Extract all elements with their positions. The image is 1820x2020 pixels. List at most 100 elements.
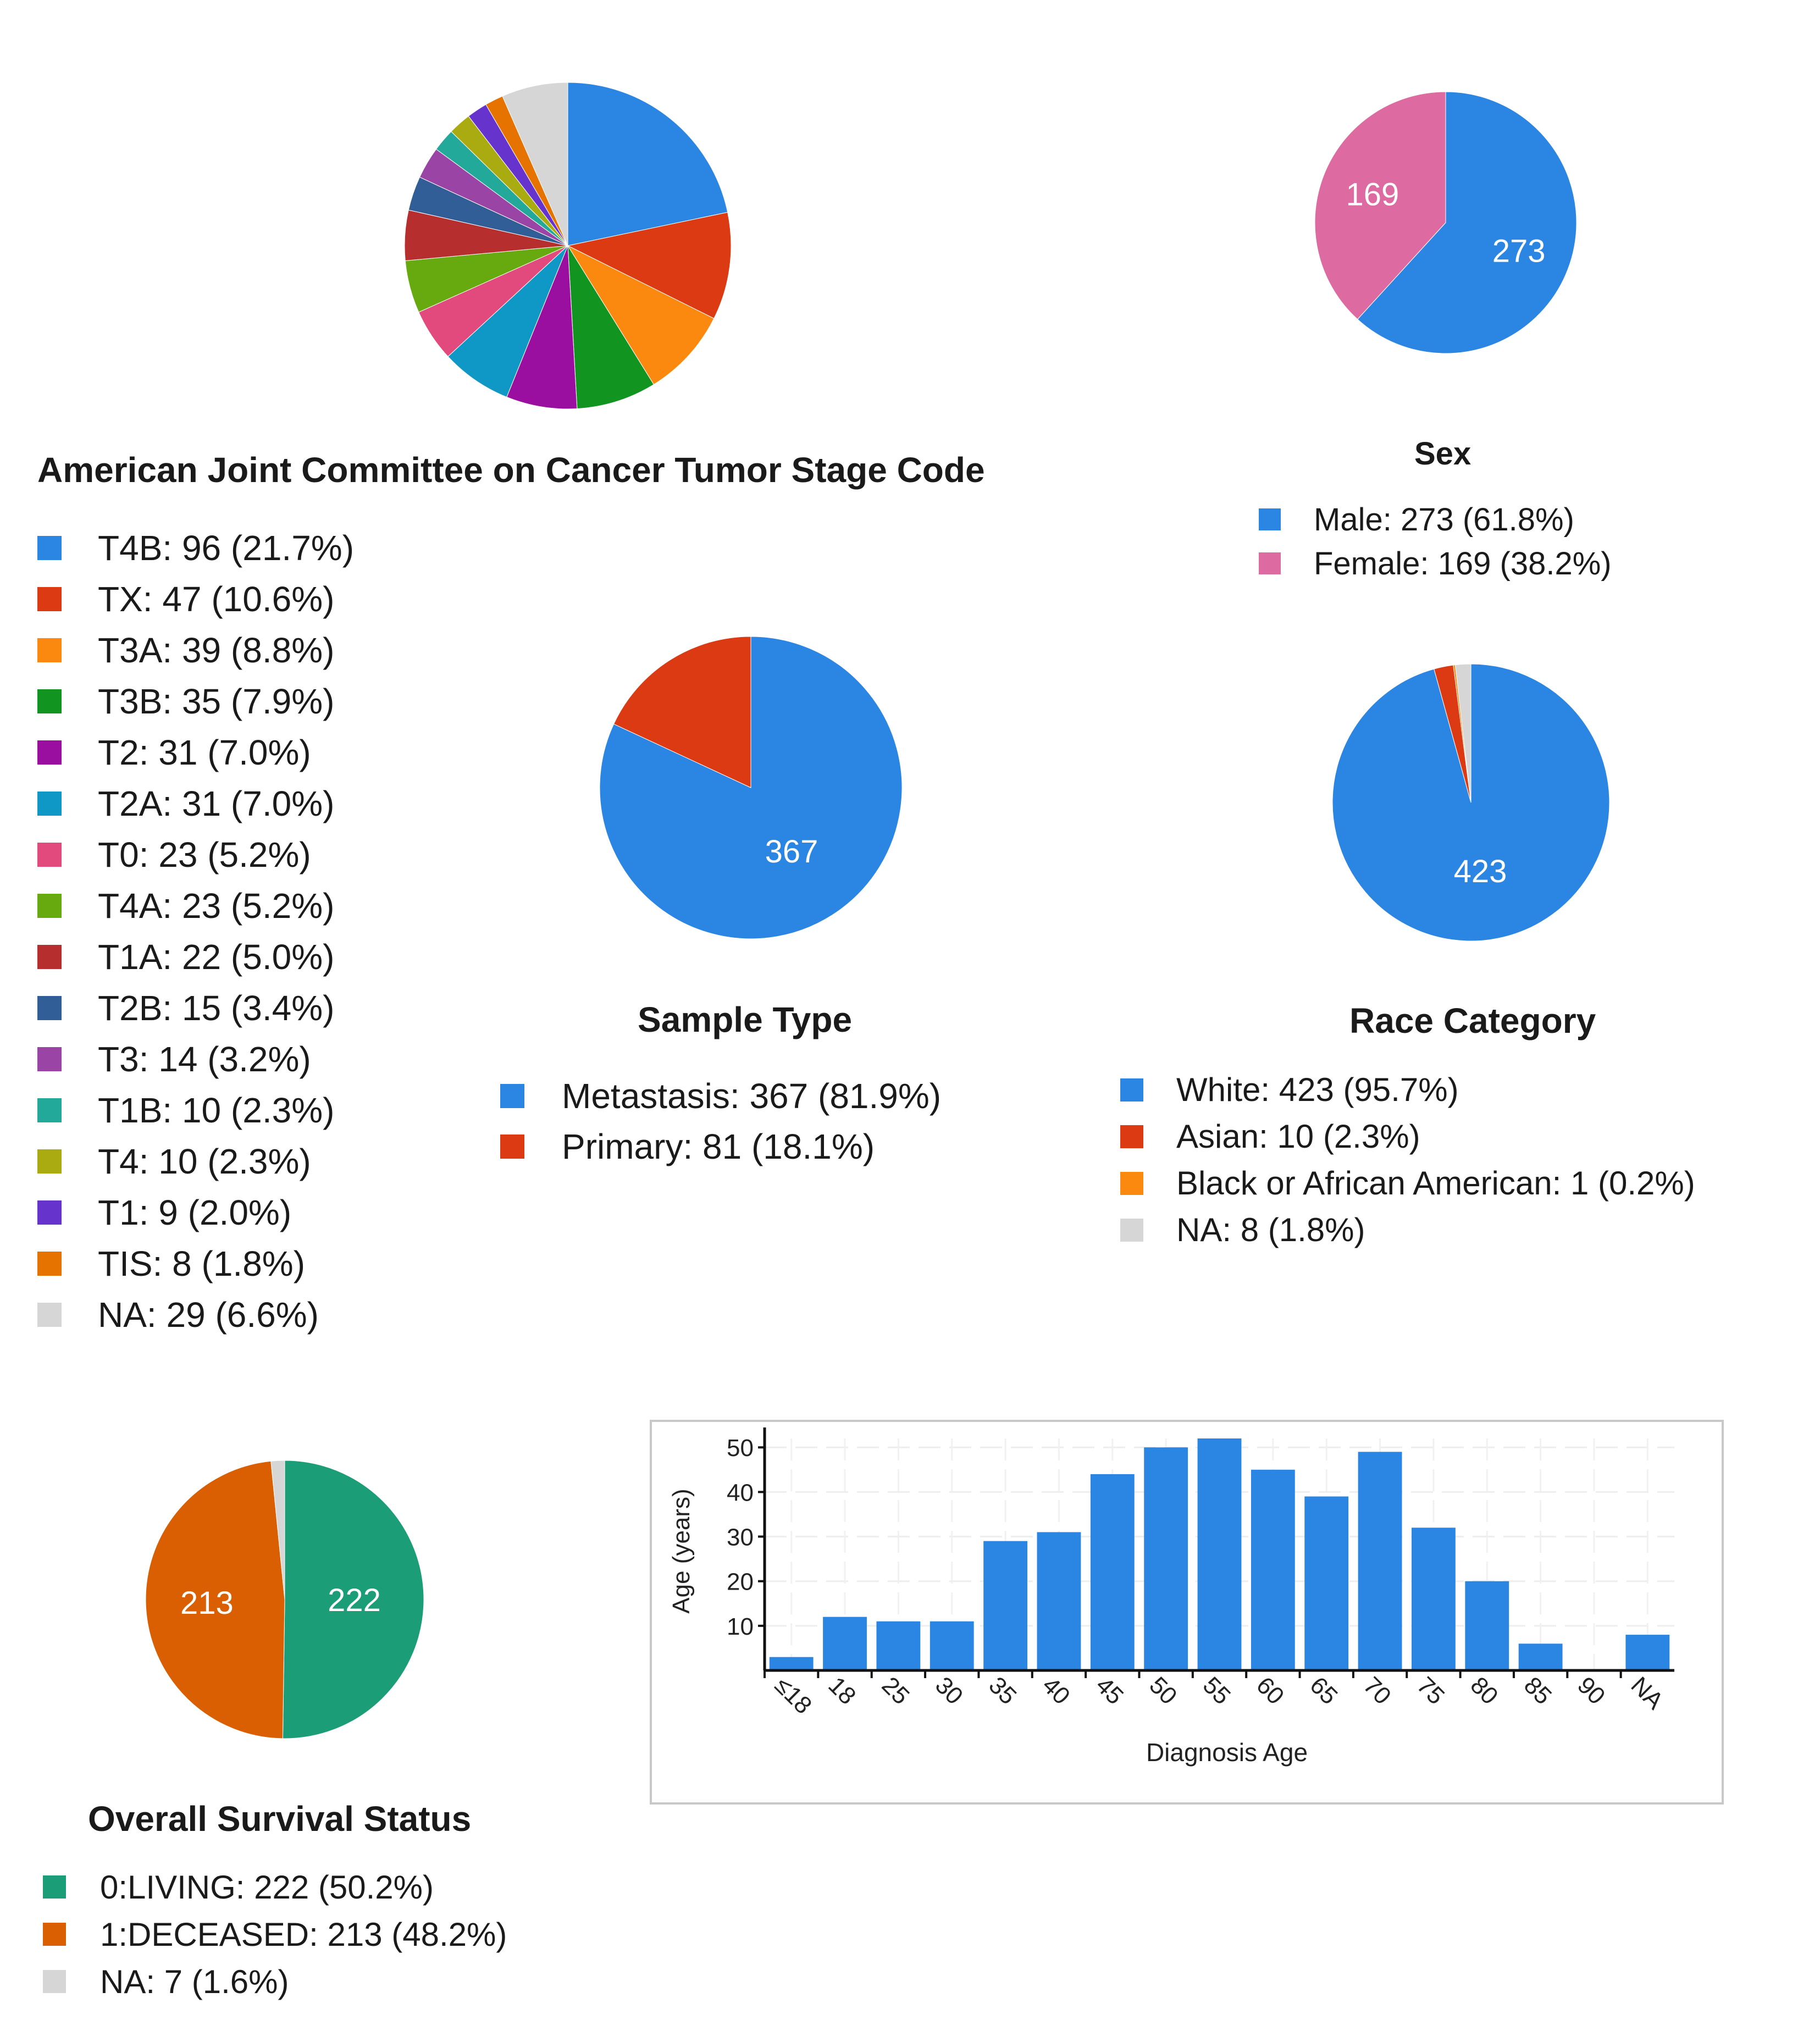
bar-50[interactable] bbox=[1144, 1447, 1188, 1670]
race-pie: 423 bbox=[1332, 663, 1610, 942]
legend-label: T4A: 23 (5.2%) bbox=[98, 886, 335, 926]
pie-slice-tumor_stage-4[interactable] bbox=[506, 245, 578, 409]
y-tick-label-2: 30 bbox=[727, 1524, 754, 1551]
legend-item-tumor_stage-11[interactable]: T1B: 10 (2.3%) bbox=[37, 1084, 354, 1136]
x-tick-label-9: 60 bbox=[1251, 1672, 1289, 1709]
x-tick-label-15: 90 bbox=[1572, 1672, 1610, 1709]
pie-slice-sample_type-1[interactable] bbox=[613, 636, 751, 788]
legend-item-tumor_stage-6[interactable]: T0: 23 (5.2%) bbox=[37, 829, 354, 880]
legend-swatch bbox=[37, 893, 62, 918]
legend-item-sample_type-1[interactable]: Primary: 81 (18.1%) bbox=[500, 1121, 941, 1172]
legend-item-tumor_stage-1[interactable]: TX: 47 (10.6%) bbox=[37, 573, 354, 624]
y-tick-label-0: 10 bbox=[727, 1613, 754, 1640]
race-title: Race Category bbox=[1349, 1001, 1596, 1041]
pie-slice-survival-2[interactable] bbox=[270, 1460, 285, 1600]
pie-slice-tumor_stage-1[interactable] bbox=[567, 212, 732, 319]
legend-item-sample_type-0[interactable]: Metastasis: 367 (81.9%) bbox=[500, 1071, 941, 1121]
legend-item-race-1[interactable]: Asian: 10 (2.3%) bbox=[1120, 1113, 1695, 1160]
legend-label: NA: 7 (1.6%) bbox=[100, 1963, 289, 2000]
legend-item-race-2[interactable]: Black or African American: 1 (0.2%) bbox=[1120, 1160, 1695, 1207]
bar-40[interactable] bbox=[1037, 1532, 1081, 1670]
pie-slice-sex-1[interactable] bbox=[1314, 91, 1446, 320]
legend-label: T1B: 10 (2.3%) bbox=[98, 1090, 335, 1130]
bar-85[interactable] bbox=[1518, 1643, 1563, 1670]
x-tick-label-8: 55 bbox=[1198, 1672, 1236, 1709]
x-tick-label-2: 25 bbox=[877, 1672, 915, 1709]
legend-swatch bbox=[37, 842, 62, 867]
legend-item-survival-1[interactable]: 1:DECEASED: 213 (48.2%) bbox=[43, 1911, 507, 1958]
legend-label: T3: 14 (3.2%) bbox=[98, 1039, 311, 1079]
bar-30[interactable] bbox=[930, 1621, 974, 1670]
sample-type-title: Sample Type bbox=[638, 1000, 853, 1039]
x-tick-label-0: ≤18 bbox=[770, 1672, 817, 1719]
race-legend: White: 423 (95.7%) Asian: 10 (2.3%) Black … bbox=[1120, 1066, 1695, 1253]
legend-item-tumor_stage-2[interactable]: T3A: 39 (8.8%) bbox=[37, 624, 354, 676]
pie-label-sample_type-0: 367 bbox=[765, 834, 818, 870]
sex-title: Sex bbox=[1414, 436, 1472, 472]
pie-slice-tumor_stage-0[interactable] bbox=[567, 82, 728, 246]
legend-label: Black or African American: 1 (0.2%) bbox=[1176, 1165, 1695, 1202]
legend-swatch bbox=[37, 689, 62, 713]
x-tick-label-3: 30 bbox=[930, 1672, 968, 1709]
legend-label: White: 423 (95.7%) bbox=[1176, 1071, 1459, 1108]
bar-80[interactable] bbox=[1465, 1581, 1509, 1670]
legend-item-survival-0[interactable]: 0:LIVING: 222 (50.2%) bbox=[43, 1863, 507, 1911]
legend-item-tumor_stage-10[interactable]: T3: 14 (3.2%) bbox=[37, 1033, 354, 1084]
legend-item-tumor_stage-5[interactable]: T2A: 31 (7.0%) bbox=[37, 778, 354, 829]
pie-label-sex-0: 273 bbox=[1492, 234, 1546, 269]
legend-item-tumor_stage-12[interactable]: T4: 10 (2.3%) bbox=[37, 1136, 354, 1187]
legend-item-race-3[interactable]: NA: 8 (1.8%) bbox=[1120, 1207, 1695, 1253]
sex-legend: Male: 273 (61.8%) Female: 169 (38.2%) bbox=[1259, 497, 1612, 585]
pie-slice-race-3[interactable] bbox=[1454, 663, 1472, 803]
pie-slice-tumor_stage-2[interactable] bbox=[567, 245, 715, 385]
bar-18[interactable] bbox=[823, 1617, 867, 1670]
legend-label: TX: 47 (10.6%) bbox=[98, 579, 335, 619]
legend-label: T2B: 15 (3.4%) bbox=[98, 988, 335, 1028]
bar-75[interactable] bbox=[1411, 1528, 1456, 1670]
pie-slice-tumor_stage-15[interactable] bbox=[502, 82, 568, 246]
bar-65[interactable] bbox=[1304, 1496, 1349, 1671]
sex-pie: 273 169 bbox=[1314, 91, 1577, 354]
pie-slice-tumor_stage-3[interactable] bbox=[567, 245, 655, 409]
legend-swatch bbox=[1120, 1078, 1143, 1102]
legend-swatch bbox=[37, 638, 62, 662]
legend-swatch bbox=[37, 535, 62, 560]
legend-item-tumor_stage-13[interactable]: T1: 9 (2.0%) bbox=[37, 1187, 354, 1238]
bar-25[interactable] bbox=[876, 1621, 921, 1670]
legend-item-sex-0[interactable]: Male: 273 (61.8%) bbox=[1259, 497, 1612, 541]
bar-45[interactable] bbox=[1090, 1474, 1135, 1670]
pie-label-survival-0: 222 bbox=[328, 1582, 381, 1618]
sample-type-pie: 367 bbox=[599, 636, 903, 939]
bar-≤18[interactable] bbox=[769, 1657, 814, 1670]
pie-slice-sex-0[interactable] bbox=[1357, 91, 1577, 354]
legend-label: T3B: 35 (7.9%) bbox=[98, 681, 335, 721]
bar-70[interactable] bbox=[1358, 1452, 1402, 1670]
pie-slice-tumor_stage-5[interactable] bbox=[447, 245, 568, 398]
legend-item-tumor_stage-0[interactable]: T4B: 96 (21.7%) bbox=[37, 522, 354, 573]
legend-item-tumor_stage-14[interactable]: TIS: 8 (1.8%) bbox=[37, 1238, 354, 1289]
bar-35[interactable] bbox=[983, 1541, 1028, 1670]
survival-title: Overall Survival Status bbox=[88, 1799, 472, 1839]
legend-item-tumor_stage-7[interactable]: T4A: 23 (5.2%) bbox=[37, 880, 354, 931]
legend-item-sex-1[interactable]: Female: 169 (38.2%) bbox=[1259, 541, 1612, 585]
legend-item-tumor_stage-3[interactable]: T3B: 35 (7.9%) bbox=[37, 676, 354, 727]
legend-label: Female: 169 (38.2%) bbox=[1314, 545, 1612, 582]
pie-slice-survival-1[interactable] bbox=[145, 1460, 285, 1739]
legend-label: T1: 9 (2.0%) bbox=[98, 1192, 292, 1232]
bar-60[interactable] bbox=[1251, 1469, 1295, 1670]
legend-label: T0: 23 (5.2%) bbox=[98, 834, 311, 875]
legend-item-race-0[interactable]: White: 423 (95.7%) bbox=[1120, 1066, 1695, 1113]
legend-label: T1A: 22 (5.0%) bbox=[98, 937, 335, 977]
legend-item-tumor_stage-4[interactable]: T2: 31 (7.0%) bbox=[37, 727, 354, 778]
legend-item-tumor_stage-8[interactable]: T1A: 22 (5.0%) bbox=[37, 931, 354, 982]
bar-55[interactable] bbox=[1197, 1438, 1242, 1670]
legend-swatch bbox=[1120, 1218, 1143, 1242]
legend-swatch bbox=[1120, 1125, 1143, 1148]
legend-swatch bbox=[37, 1149, 62, 1174]
legend-item-tumor_stage-15[interactable]: NA: 29 (6.6%) bbox=[37, 1289, 354, 1340]
pie-slice-survival-0[interactable] bbox=[282, 1460, 424, 1739]
legend-item-tumor_stage-9[interactable]: T2B: 15 (3.4%) bbox=[37, 982, 354, 1033]
legend-item-survival-2[interactable]: NA: 7 (1.6%) bbox=[43, 1958, 507, 2005]
sample-type-legend: Metastasis: 367 (81.9%) Primary: 81 (18.1… bbox=[500, 1071, 941, 1172]
bar-NA[interactable] bbox=[1625, 1635, 1670, 1670]
